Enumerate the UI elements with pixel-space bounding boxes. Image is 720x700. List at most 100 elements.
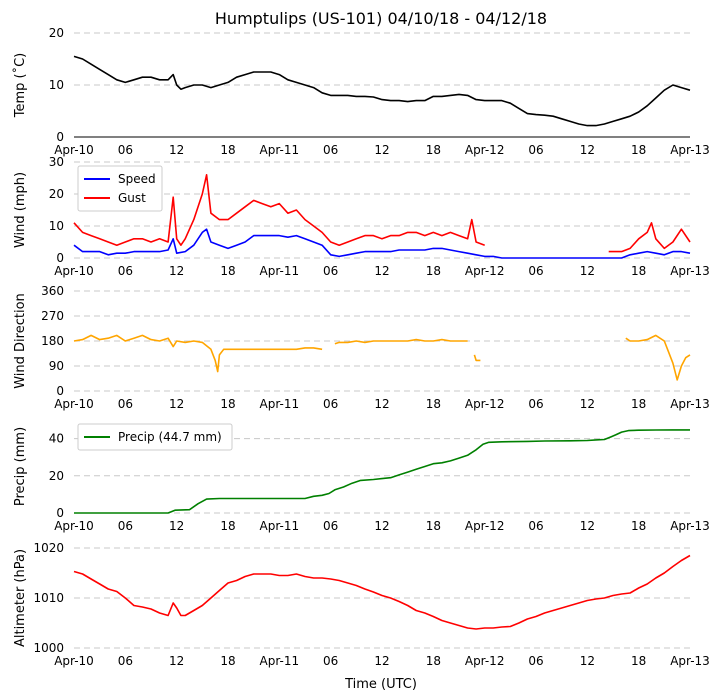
x-tick-label: 06: [323, 143, 338, 157]
x-tick-label: Apr-12: [465, 519, 505, 533]
legend: Speed Gust: [77, 165, 163, 212]
x-tick-label: 12: [580, 519, 595, 533]
x-tick-label: 06: [118, 143, 133, 157]
y-tick-label: 0: [56, 506, 64, 520]
x-tick-label: 12: [169, 519, 184, 533]
x-tick-label: Apr-12: [465, 264, 505, 278]
x-tick-label: Apr-10: [54, 264, 94, 278]
x-tick-label: Apr-12: [465, 397, 505, 411]
x-tick-label: Apr-10: [54, 143, 94, 157]
x-tick-label: Apr-13: [670, 264, 710, 278]
x-tick-label: 12: [580, 264, 595, 278]
x-tick-label: 18: [631, 264, 646, 278]
x-tick-label: 18: [426, 654, 441, 668]
x-tick-label: 12: [580, 654, 595, 668]
x-tick-label: 18: [631, 519, 646, 533]
y-tick-label: 40: [49, 432, 64, 446]
y-axis-label: Temp (˚C): [12, 53, 28, 119]
x-tick-label: 06: [118, 654, 133, 668]
y-tick-label: 0: [56, 130, 64, 144]
panel-wind: 0 10 20 30 Apr-10 06 12 18 Apr-11 06 12 18 Apr-12 06 1…: [13, 155, 710, 278]
x-tick-label: Apr-11: [260, 264, 300, 278]
x-tick-label: 06: [323, 264, 338, 278]
x-tick-label: 12: [169, 397, 184, 411]
x-tick-label: Apr-11: [260, 397, 300, 411]
x-tick-label: 06: [528, 654, 543, 668]
x-tick-label: 18: [220, 143, 235, 157]
x-tick-label: 06: [323, 519, 338, 533]
y-tick-label: 20: [49, 187, 64, 201]
x-tick-label: 18: [426, 143, 441, 157]
x-tick-label: Apr-13: [670, 397, 710, 411]
x-tick-label: 18: [426, 519, 441, 533]
legend-label: Gust: [118, 191, 146, 205]
x-tick-label: 06: [118, 397, 133, 411]
y-tick-label: 20: [49, 469, 64, 483]
x-tick-label: 12: [580, 397, 595, 411]
x-tick-label: 18: [631, 397, 646, 411]
x-tick-label: 12: [374, 654, 389, 668]
panel-precip: 0 20 40 Apr-10 06 12 18 Apr-11 06 12 18 Apr-12 06 12 1…: [13, 423, 710, 533]
legend-label: Speed: [118, 172, 156, 186]
panel-temp: 0 10 20 Apr-10 06 12 18 Apr-11 06 12 18 Apr-12 06 12 1…: [12, 26, 710, 157]
y-tick-label: 10: [49, 78, 64, 92]
y-tick-label: 180: [41, 334, 64, 348]
x-tick-label: Apr-11: [260, 143, 300, 157]
series-temp: [73, 55, 691, 127]
x-tick-label: 12: [374, 397, 389, 411]
y-tick-label: 1020: [33, 541, 64, 555]
series-precip-44-7-mm-: [74, 429, 690, 514]
series-speed: [73, 228, 691, 259]
x-tick-label: 18: [631, 143, 646, 157]
x-tick-label: 12: [580, 143, 595, 157]
x-tick-label: 18: [220, 397, 235, 411]
x-tick-label: 12: [374, 143, 389, 157]
y-tick-label: 20: [49, 26, 64, 40]
y-tick-label: 360: [41, 284, 64, 298]
x-tick-label: 06: [528, 519, 543, 533]
x-tick-label: 18: [631, 654, 646, 668]
x-tick-label: 06: [528, 264, 543, 278]
y-tick-label: 10: [49, 219, 64, 233]
x-tick-label: 12: [374, 519, 389, 533]
y-tick-label: 0: [56, 251, 64, 265]
x-tick-label: Apr-13: [670, 519, 710, 533]
y-axis-label: Wind (mph): [13, 172, 28, 248]
x-tick-label: 18: [220, 264, 235, 278]
x-tick-label: 06: [323, 397, 338, 411]
y-tick-label: 270: [41, 309, 64, 323]
legend-label: Precip (44.7 mm): [118, 430, 222, 444]
x-tick-label: Apr-12: [465, 654, 505, 668]
x-tick-label: Apr-10: [54, 397, 94, 411]
series-gust: [73, 174, 691, 253]
x-tick-label: 06: [528, 143, 543, 157]
series-direction: [73, 334, 691, 381]
x-tick-label: 18: [220, 654, 235, 668]
x-tick-label: Apr-12: [465, 143, 505, 157]
x-tick-label: 06: [118, 519, 133, 533]
x-tick-label: Apr-13: [670, 654, 710, 668]
y-tick-label: 0: [56, 384, 64, 398]
x-tick-label: 12: [169, 264, 184, 278]
panel-altimeter: 1000 1010 1020 Apr-10 06 12 18 Apr-11 06 12 18 Apr-…: [13, 541, 710, 668]
legend: Precip (44.7 mm): [77, 423, 233, 451]
x-tick-label: 06: [118, 264, 133, 278]
x-tick-label: 12: [169, 143, 184, 157]
x-tick-label: 18: [220, 519, 235, 533]
x-tick-label: 06: [323, 654, 338, 668]
y-tick-label: 1000: [33, 641, 64, 655]
x-tick-label: Apr-10: [54, 519, 94, 533]
y-axis-label: Altimeter (hPa): [13, 549, 28, 647]
x-tick-label: 18: [426, 264, 441, 278]
x-tick-label: Apr-11: [260, 519, 300, 533]
series-altimeter: [73, 554, 691, 630]
chart-title: Humptulips (US-101) 04/10/18 - 04/12/18: [215, 9, 547, 28]
x-tick-label: 18: [426, 397, 441, 411]
x-tick-label: 12: [374, 264, 389, 278]
y-axis-label: Precip (mm): [13, 427, 28, 506]
y-tick-label: 30: [49, 155, 64, 169]
y-tick-label: 90: [49, 359, 64, 373]
y-axis-label: Wind Direction: [13, 293, 28, 389]
